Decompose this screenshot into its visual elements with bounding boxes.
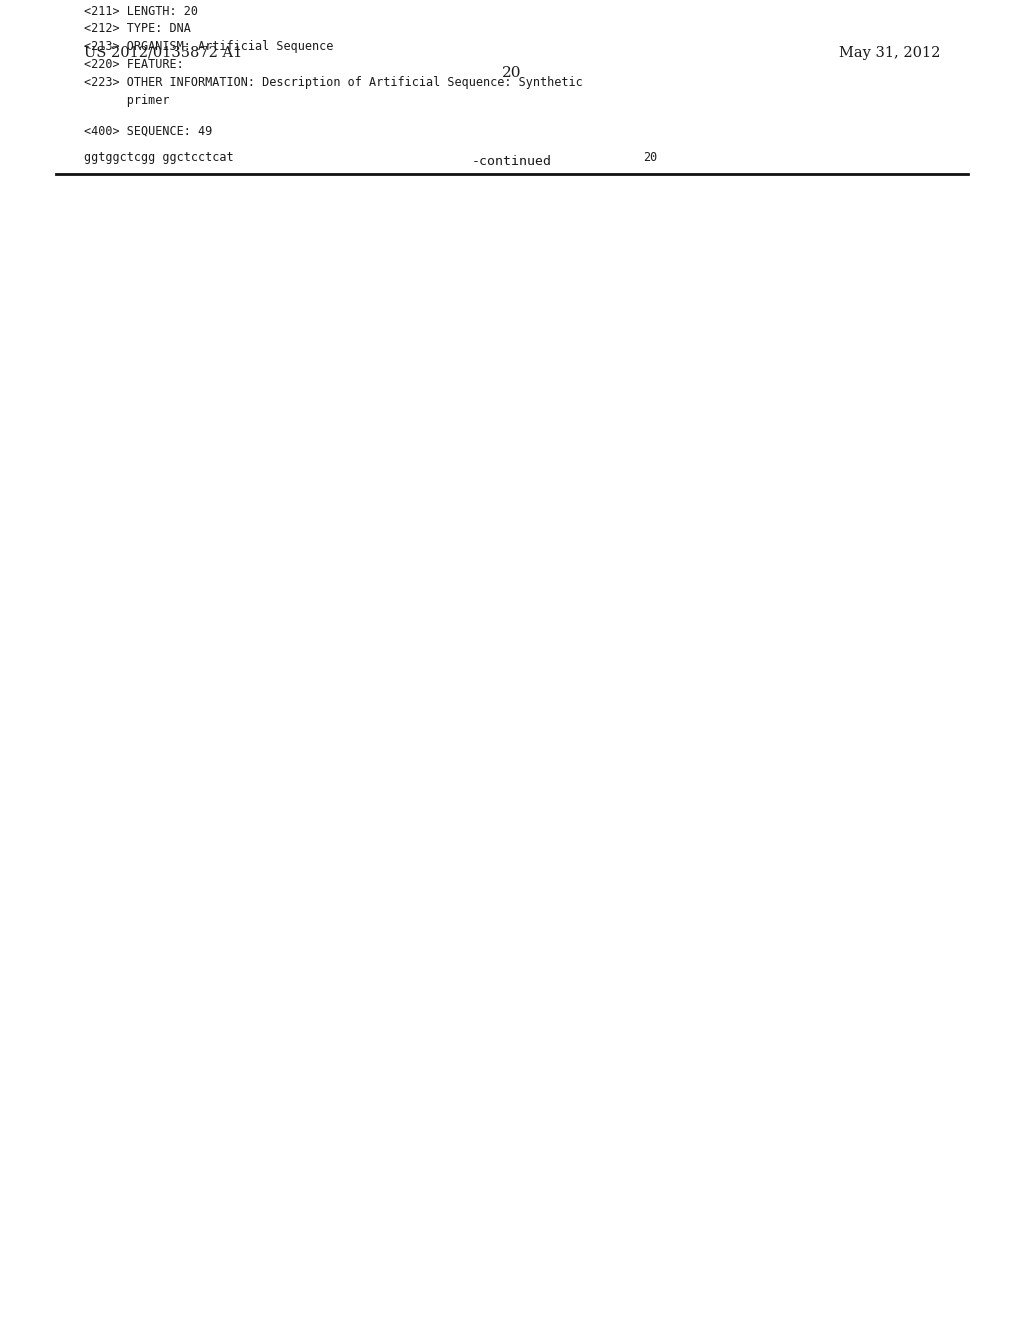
Text: US 2012/0135872 A1: US 2012/0135872 A1	[84, 46, 243, 59]
Text: 20: 20	[502, 66, 522, 79]
Text: ggtggctcgg ggctcctcat: ggtggctcgg ggctcctcat	[84, 152, 233, 164]
Text: <223> OTHER INFORMATION: Description of Artificial Sequence: Synthetic: <223> OTHER INFORMATION: Description of …	[84, 77, 583, 88]
Text: <212> TYPE: DNA: <212> TYPE: DNA	[84, 22, 190, 36]
Text: <400> SEQUENCE: 49: <400> SEQUENCE: 49	[84, 124, 212, 137]
Text: primer: primer	[84, 94, 169, 107]
Text: <213> ORGANISM: Artificial Sequence: <213> ORGANISM: Artificial Sequence	[84, 40, 334, 53]
Text: <220> FEATURE:: <220> FEATURE:	[84, 58, 183, 71]
Text: 20: 20	[643, 152, 657, 164]
Text: -continued: -continued	[472, 154, 552, 168]
Text: <211> LENGTH: 20: <211> LENGTH: 20	[84, 5, 198, 17]
Text: May 31, 2012: May 31, 2012	[839, 46, 940, 59]
